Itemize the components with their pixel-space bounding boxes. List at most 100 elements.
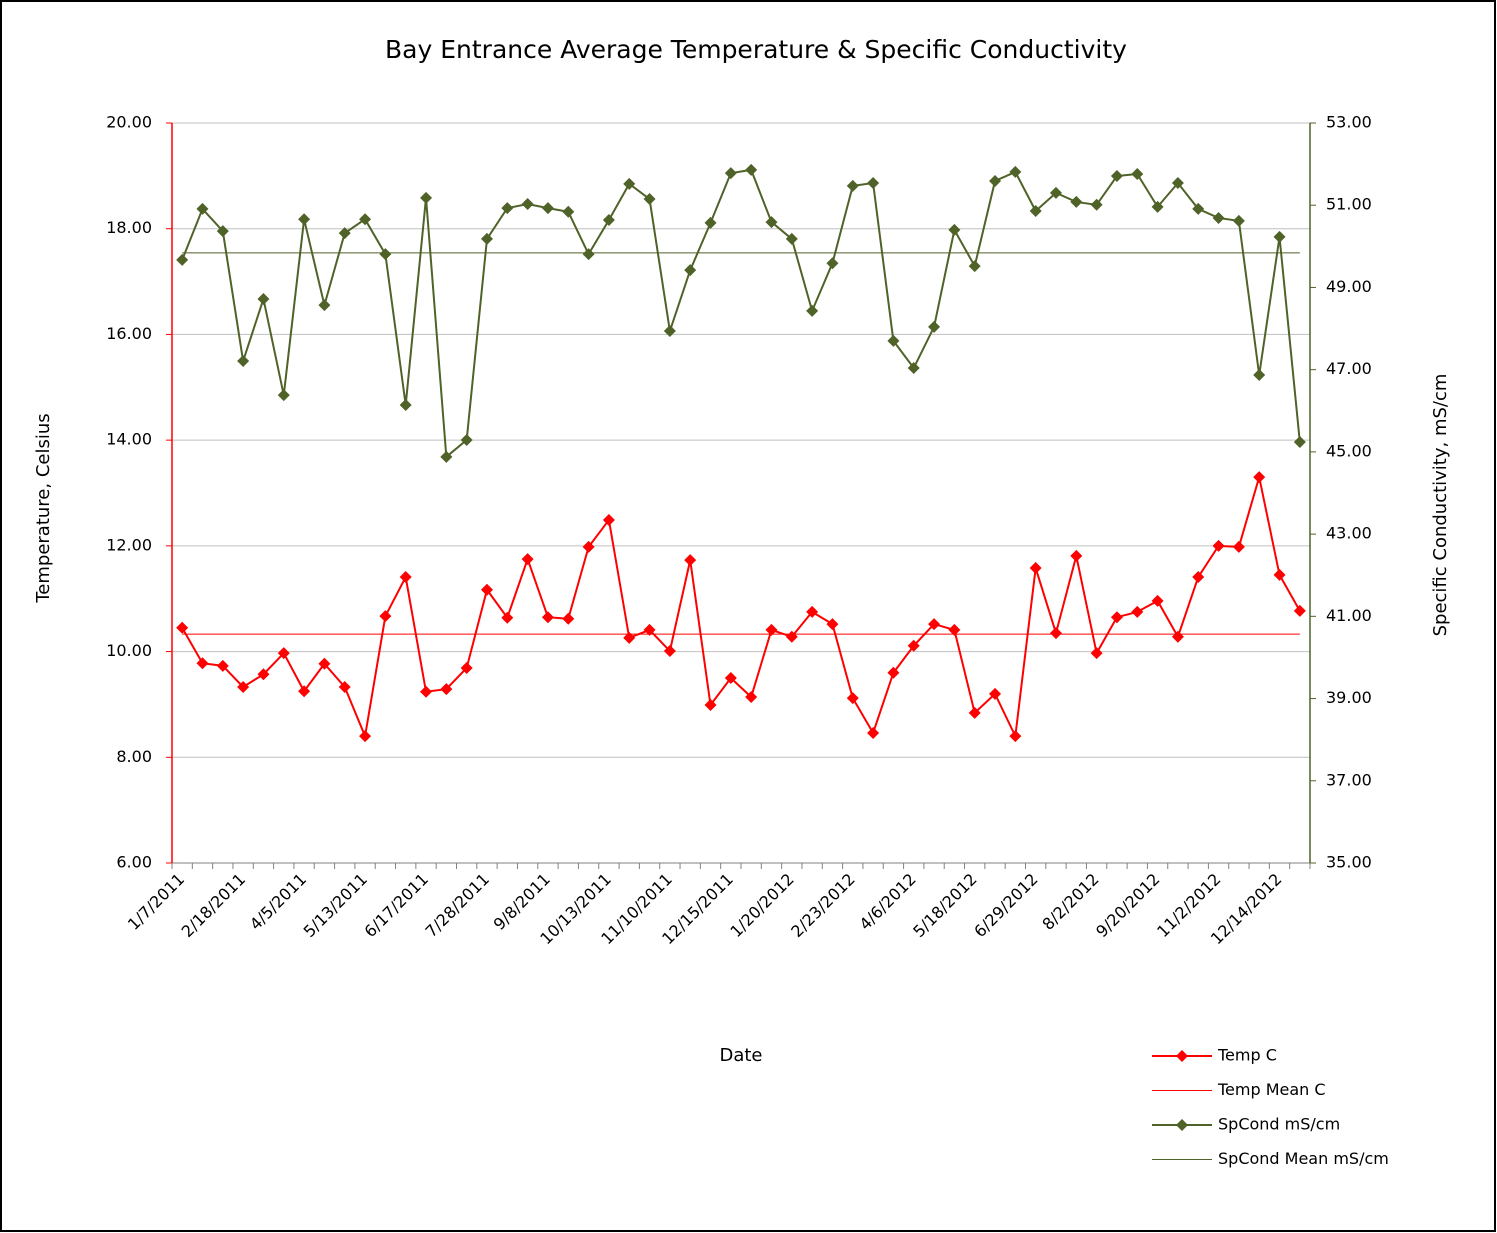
y2-tick-label: 35.00	[1326, 853, 1372, 872]
data-point	[887, 666, 900, 679]
data-point	[724, 167, 737, 180]
y2-tick-label: 47.00	[1326, 359, 1372, 378]
series-line	[181, 476, 1301, 740]
data-point	[602, 513, 615, 526]
legend-label: Temp C	[1217, 1046, 1277, 1065]
data-point	[379, 610, 392, 623]
data-point	[1009, 730, 1022, 743]
data-point	[359, 730, 372, 743]
y2-tick-label: 49.00	[1326, 277, 1372, 296]
data-point	[1171, 177, 1184, 190]
data-point	[196, 657, 209, 670]
data-point	[724, 672, 737, 684]
data-point	[806, 605, 819, 618]
data-point	[968, 706, 981, 719]
data-point	[521, 197, 534, 210]
data-point	[562, 612, 575, 625]
data-point	[1131, 167, 1144, 180]
data-point	[1049, 186, 1062, 199]
legend-label: SpCond Mean mS/cm	[1218, 1149, 1389, 1168]
legend-label: SpCond mS/cm	[1218, 1115, 1340, 1134]
data-point	[968, 260, 981, 273]
y-tick-label: 10.00	[106, 641, 152, 660]
data-point	[643, 193, 656, 206]
data-point	[379, 248, 392, 261]
data-point	[765, 216, 778, 229]
data-point	[826, 618, 839, 631]
data-point	[1090, 647, 1103, 660]
data-point	[359, 213, 372, 226]
data-point	[1232, 214, 1245, 227]
data-point	[1070, 195, 1083, 208]
data-point	[440, 683, 453, 696]
data-point	[806, 304, 819, 317]
data-point	[1029, 562, 1042, 575]
data-point	[176, 621, 189, 634]
data-point	[1151, 200, 1164, 213]
data-point	[1110, 611, 1123, 624]
y2-axis-label: Specific Conductivity, mS/cm	[1430, 374, 1451, 637]
data-point	[1029, 204, 1042, 217]
y-tick-label: 14.00	[106, 430, 152, 449]
data-point	[216, 659, 229, 672]
data-point	[440, 450, 453, 463]
data-point	[501, 202, 514, 215]
data-point	[298, 685, 311, 698]
data-point	[989, 687, 1002, 700]
data-point	[562, 205, 575, 218]
data-point	[420, 191, 433, 204]
data-point	[257, 292, 270, 305]
y-tick-label: 6.00	[116, 853, 152, 872]
data-point	[1131, 605, 1144, 618]
data-point	[765, 623, 778, 636]
legend-marker	[1176, 1119, 1188, 1131]
data-point	[1273, 568, 1286, 581]
data-point	[1049, 627, 1062, 640]
data-point	[623, 177, 636, 190]
y-axis-label: Temperature, Celsius	[33, 413, 54, 603]
data-point	[684, 554, 697, 567]
data-point	[277, 389, 290, 402]
data-point	[582, 540, 595, 553]
y-tick-label: 16.00	[106, 324, 152, 343]
data-point	[887, 334, 900, 347]
data-point	[541, 611, 554, 624]
data-point	[338, 227, 351, 240]
legend-marker	[1176, 1050, 1188, 1062]
y-tick-label: 12.00	[106, 535, 152, 554]
data-point	[277, 647, 290, 660]
data-point	[1212, 539, 1225, 552]
data-point	[521, 553, 534, 566]
y-tick-label: 18.00	[106, 218, 152, 237]
data-point	[1151, 594, 1164, 607]
data-point	[907, 362, 920, 375]
data-point	[1253, 471, 1266, 484]
data-point	[460, 661, 473, 674]
chart-title: Bay Entrance Average Temperature & Speci…	[385, 35, 1127, 64]
data-point	[298, 213, 311, 226]
data-point	[989, 174, 1002, 187]
data-point	[663, 645, 676, 658]
data-point	[1293, 604, 1306, 617]
data-point	[928, 618, 941, 631]
data-point	[1009, 165, 1022, 178]
data-point	[745, 163, 758, 176]
data-point	[1070, 549, 1083, 562]
data-point	[1273, 230, 1286, 243]
data-point	[928, 320, 941, 333]
data-point	[216, 225, 229, 238]
data-point	[399, 571, 412, 584]
y2-tick-label: 37.00	[1326, 770, 1372, 789]
y2-tick-label: 41.00	[1326, 606, 1372, 625]
series-line	[181, 168, 1301, 459]
data-point	[1293, 436, 1306, 449]
data-point	[582, 248, 595, 261]
y2-tick-label: 43.00	[1326, 524, 1372, 543]
data-point	[338, 680, 351, 693]
data-point	[1192, 571, 1205, 584]
y2-tick-label: 51.00	[1326, 195, 1372, 214]
data-point	[948, 623, 961, 636]
